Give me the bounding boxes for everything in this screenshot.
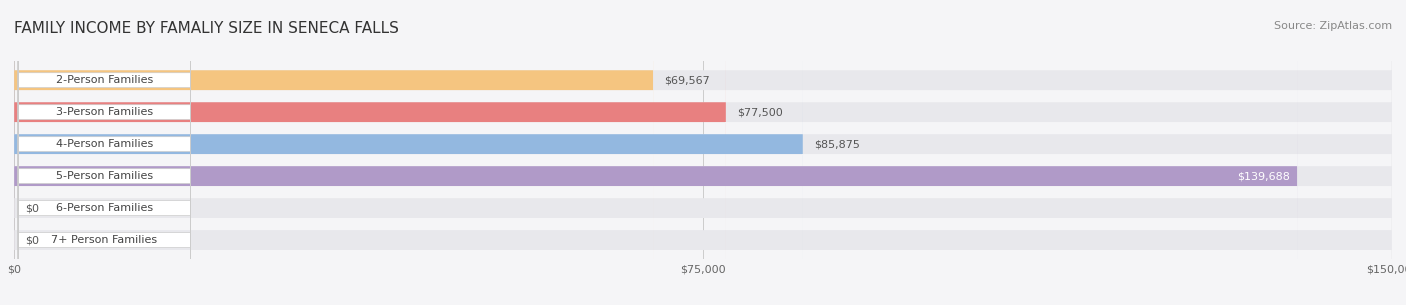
- Text: $0: $0: [25, 235, 39, 245]
- FancyBboxPatch shape: [14, 0, 1392, 305]
- Text: $85,875: $85,875: [814, 139, 860, 149]
- Text: FAMILY INCOME BY FAMALIY SIZE IN SENECA FALLS: FAMILY INCOME BY FAMALIY SIZE IN SENECA …: [14, 21, 399, 36]
- FancyBboxPatch shape: [14, 0, 654, 305]
- Text: 5-Person Families: 5-Person Families: [56, 171, 153, 181]
- Text: $0: $0: [25, 203, 39, 213]
- Text: $77,500: $77,500: [737, 107, 783, 117]
- Text: 4-Person Families: 4-Person Families: [56, 139, 153, 149]
- FancyBboxPatch shape: [14, 0, 1298, 305]
- FancyBboxPatch shape: [18, 56, 190, 305]
- FancyBboxPatch shape: [14, 0, 1392, 305]
- FancyBboxPatch shape: [14, 0, 1392, 305]
- FancyBboxPatch shape: [18, 0, 190, 233]
- FancyBboxPatch shape: [14, 0, 803, 305]
- Text: Source: ZipAtlas.com: Source: ZipAtlas.com: [1274, 21, 1392, 31]
- Text: $139,688: $139,688: [1237, 171, 1291, 181]
- FancyBboxPatch shape: [18, 24, 190, 305]
- Text: 6-Person Families: 6-Person Families: [56, 203, 153, 213]
- Text: 7+ Person Families: 7+ Person Families: [51, 235, 157, 245]
- Text: 2-Person Families: 2-Person Families: [56, 75, 153, 85]
- FancyBboxPatch shape: [14, 0, 725, 305]
- FancyBboxPatch shape: [14, 0, 1392, 305]
- Text: $69,567: $69,567: [664, 75, 710, 85]
- FancyBboxPatch shape: [18, 88, 190, 305]
- Text: 3-Person Families: 3-Person Families: [56, 107, 153, 117]
- FancyBboxPatch shape: [14, 0, 1392, 305]
- FancyBboxPatch shape: [18, 0, 190, 265]
- FancyBboxPatch shape: [18, 0, 190, 296]
- FancyBboxPatch shape: [14, 0, 1392, 305]
